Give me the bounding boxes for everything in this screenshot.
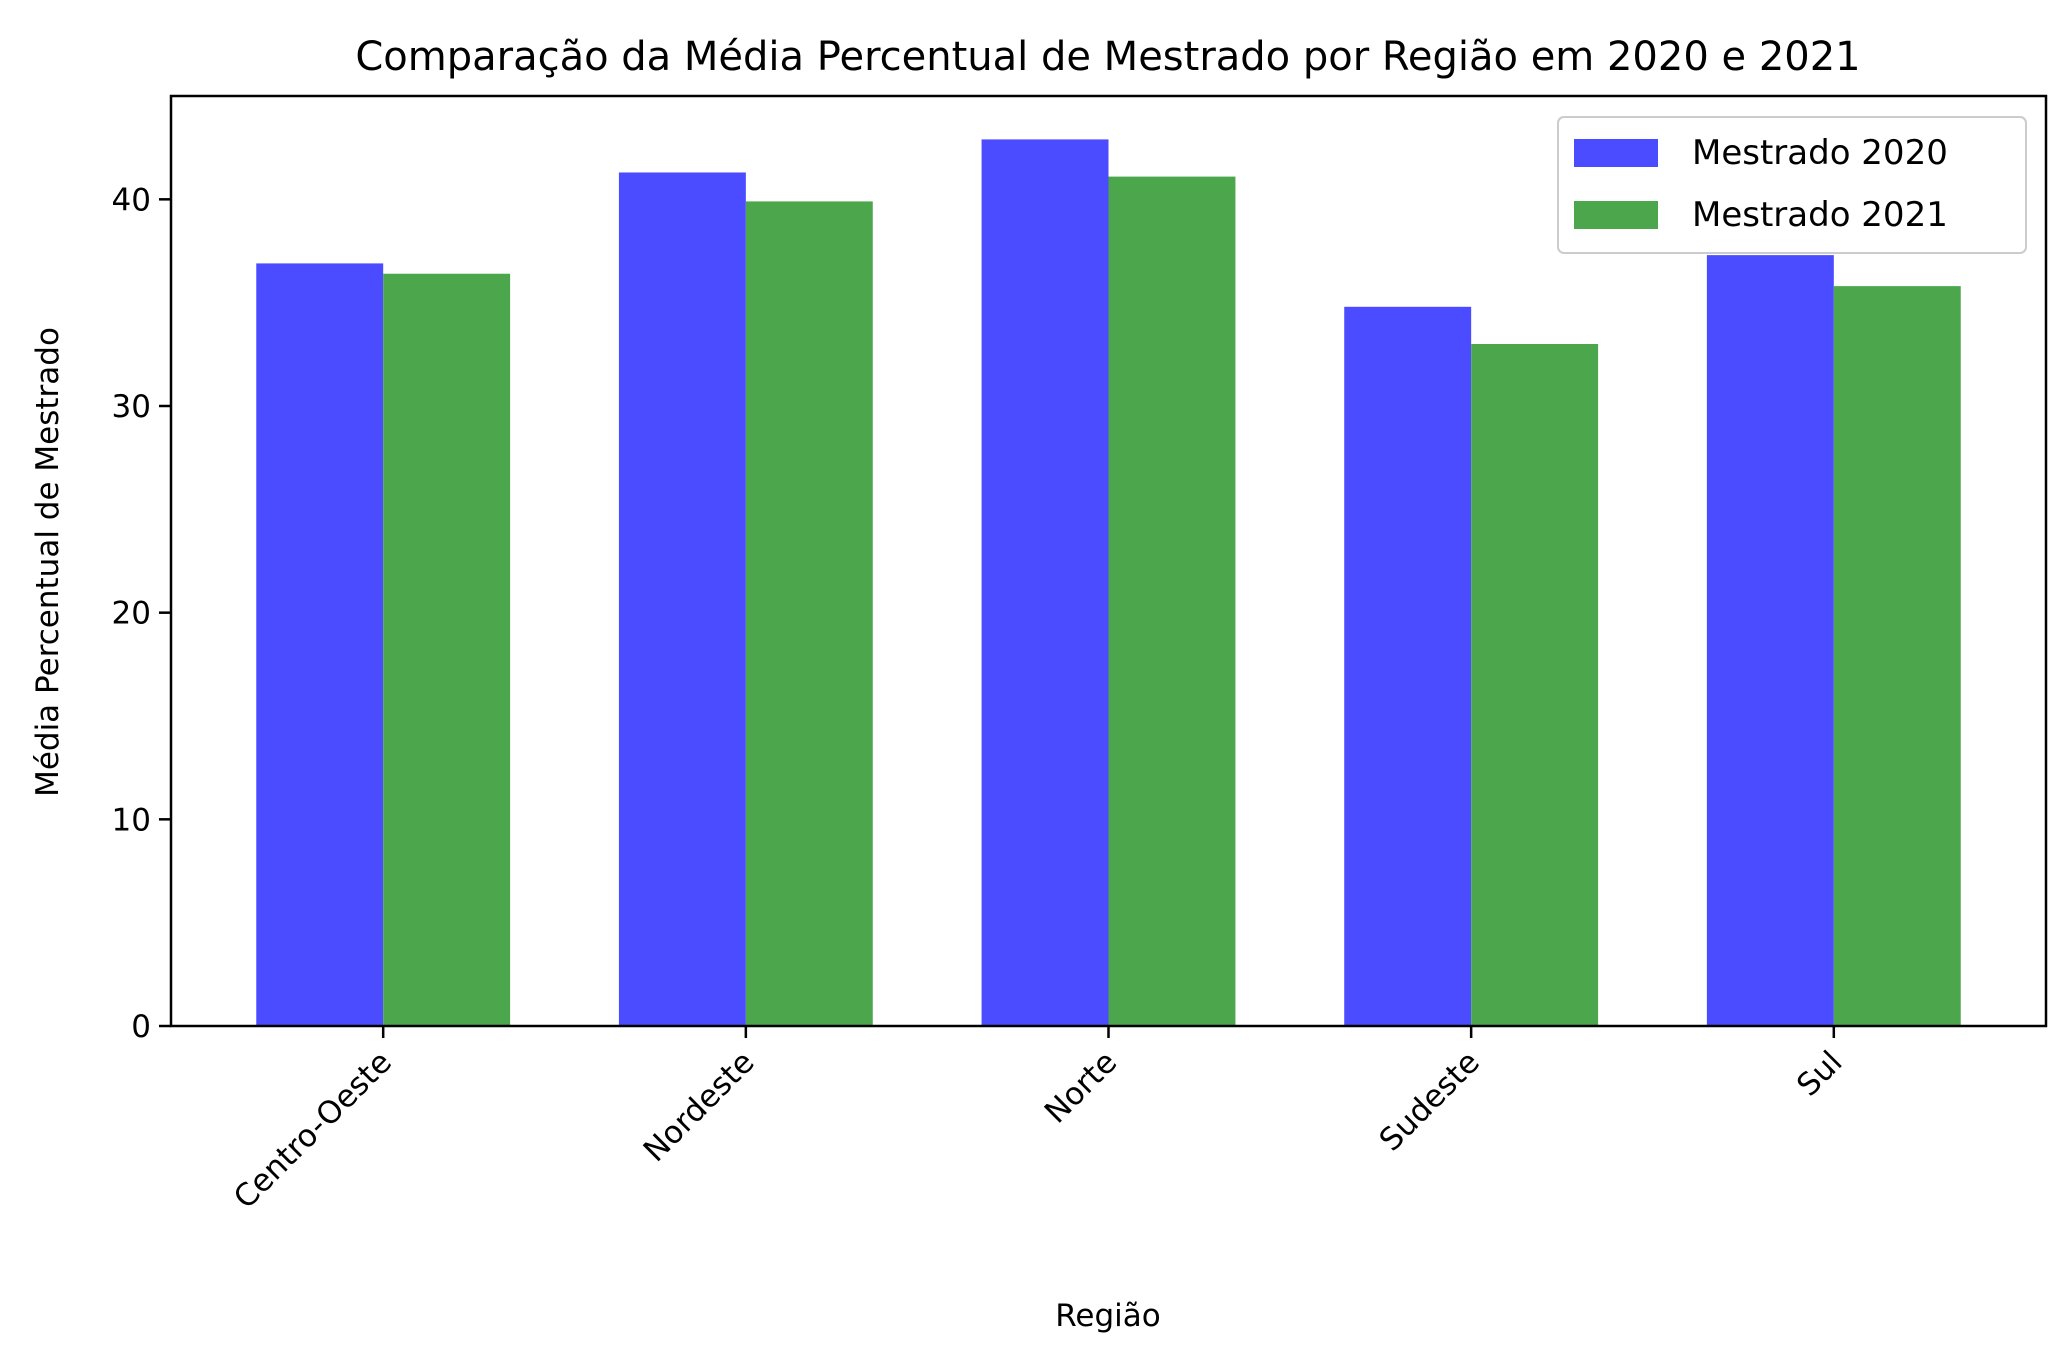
legend-box [1557, 116, 2027, 254]
legend: Mestrado 2020 Mestrado 2021 [1557, 116, 2027, 254]
legend-swatch [1574, 139, 1658, 167]
y-axis-label: Média Percentual de Mestrado [30, 327, 66, 797]
bar-nordeste-1 [618, 172, 746, 1027]
y-tick-label: 0 [131, 1009, 151, 1045]
y-tick-label: 10 [112, 802, 151, 838]
y-tick-label: 20 [112, 596, 151, 632]
chart-title: Comparação da Média Percentual de Mestra… [355, 34, 1860, 80]
bar-sul-2 [1833, 286, 1961, 1026]
y-tick-label: 30 [112, 389, 151, 425]
bar-sudeste-1 [1344, 306, 1472, 1026]
legend-label: Mestrado 2021 [1692, 195, 1948, 235]
bars-layer [256, 139, 1961, 1027]
y-tick-label: 40 [112, 182, 151, 218]
bar-norte-1 [981, 139, 1109, 1026]
bar-centro-oeste-2 [383, 273, 511, 1027]
legend-swatch [1574, 201, 1658, 229]
bar-sul-1 [1706, 255, 1834, 1026]
legend-label: Mestrado 2020 [1692, 133, 1948, 173]
bar-sudeste-2 [1471, 344, 1599, 1026]
bar-norte-2 [1108, 176, 1236, 1027]
bar-nordeste-2 [745, 201, 873, 1026]
x-axis-label: Região [1055, 1298, 1160, 1334]
bar-centro-oeste-1 [256, 263, 384, 1026]
